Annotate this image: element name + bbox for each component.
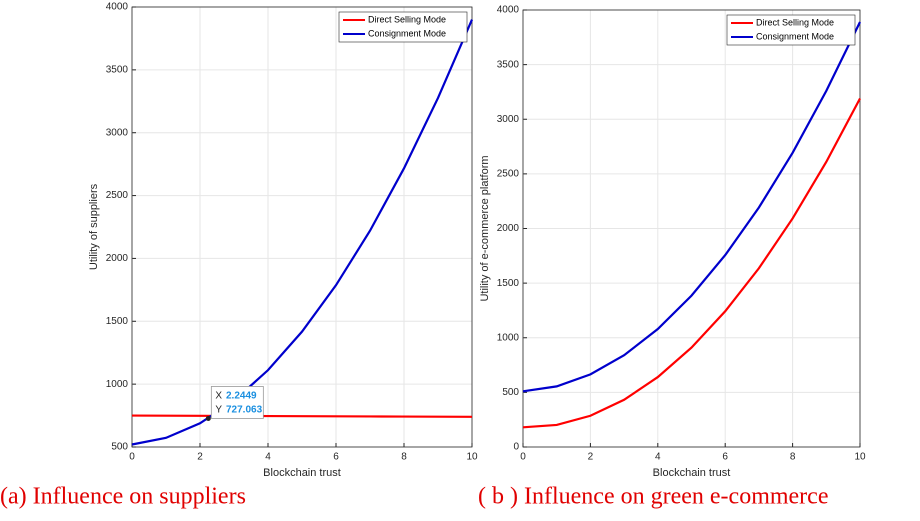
datatip-text: X 2.2449 xyxy=(215,390,257,401)
y-axis-label: Utility of suppliers xyxy=(88,183,100,270)
caption: (a) Influence on suppliers xyxy=(0,484,246,510)
datatip-value: 727.063 xyxy=(226,404,263,415)
y-tick-label: 1000 xyxy=(106,379,129,390)
x-axis-label: Blockchain trust xyxy=(263,467,341,479)
series-line xyxy=(522,97,861,429)
x-tick-label: 8 xyxy=(401,452,407,463)
axes-box xyxy=(131,6,473,448)
x-tick-label: 4 xyxy=(655,452,661,463)
y-tick-label: 3000 xyxy=(497,114,520,125)
y-tick-label: 4000 xyxy=(106,2,129,13)
datatip-marker xyxy=(205,415,211,421)
y-tick-label: 4000 xyxy=(497,5,520,16)
legend-box xyxy=(338,11,468,43)
y-tick-label: 3500 xyxy=(497,59,520,70)
series-line xyxy=(131,414,473,418)
x-tick-label: 4 xyxy=(265,452,271,463)
y-tick-label: 2000 xyxy=(106,253,129,264)
legend-label: Direct Selling Mode xyxy=(756,17,834,27)
caption: ( b ) Influence on green e-commerce xyxy=(478,484,828,510)
x-tick-label: 2 xyxy=(197,452,203,463)
y-tick-label: 3000 xyxy=(106,127,129,138)
y-tick-label: 1500 xyxy=(106,316,129,327)
x-tick-label: 0 xyxy=(520,452,526,463)
x-tick-label: 6 xyxy=(722,452,728,463)
y-tick-label: 1500 xyxy=(497,278,520,289)
plot-area xyxy=(132,7,472,447)
x-tick-label: 10 xyxy=(466,452,478,463)
x-tick-label: 2 xyxy=(588,452,594,463)
datatip-prefix: Y xyxy=(215,404,222,415)
legend-label: Direct Selling Mode xyxy=(368,14,446,24)
legend-label: Consignment Mode xyxy=(756,31,834,41)
datatip-text: Y 727.063 xyxy=(215,404,262,415)
series-line xyxy=(522,21,861,393)
x-tick-label: 0 xyxy=(129,452,135,463)
y-tick-label: 2500 xyxy=(106,190,129,201)
y-axis-label: Utility of e-commerce platform xyxy=(479,155,491,301)
legend-box xyxy=(726,14,856,46)
legend-label: Consignment Mode xyxy=(368,28,446,38)
x-tick-label: 8 xyxy=(790,452,796,463)
x-tick-label: 6 xyxy=(333,452,339,463)
datatip-box xyxy=(210,386,264,419)
series-line xyxy=(131,19,474,446)
axes-box xyxy=(522,9,861,448)
x-axis-label: Blockchain trust xyxy=(653,467,731,479)
datatip-prefix: X xyxy=(215,390,222,401)
x-tick-label: 10 xyxy=(854,452,866,463)
datatip-value: 2.2449 xyxy=(226,390,257,401)
y-tick-label: 2500 xyxy=(497,169,520,180)
y-tick-label: 500 xyxy=(502,387,519,398)
y-tick-label: 3500 xyxy=(106,64,129,75)
y-tick-label: 500 xyxy=(111,442,128,453)
y-tick-label: 0 xyxy=(513,442,519,453)
y-tick-label: 2000 xyxy=(497,223,520,234)
y-tick-label: 1000 xyxy=(497,332,520,343)
